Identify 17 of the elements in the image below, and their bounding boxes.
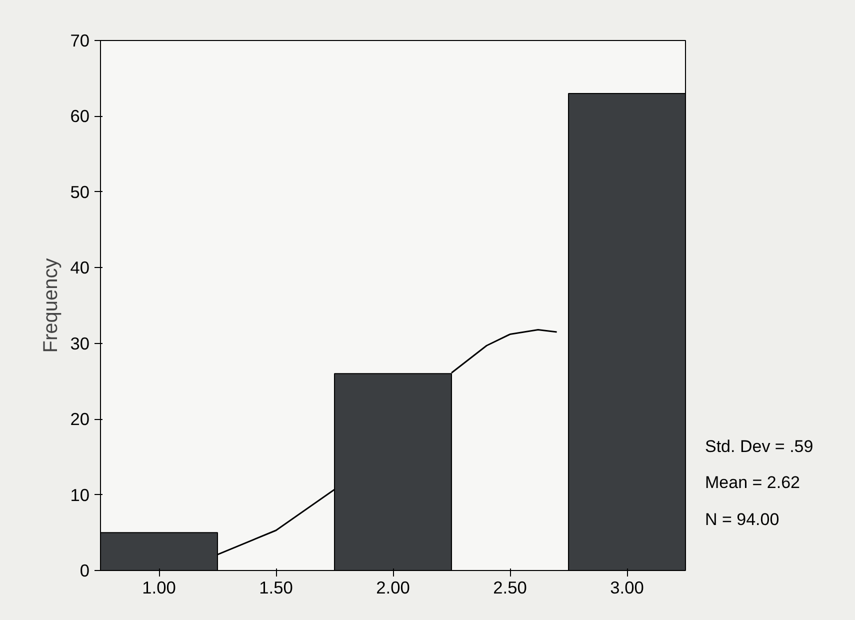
y-axis-title: Frequency (40, 258, 62, 353)
y-tick-label: 0 (80, 560, 90, 580)
y-tick-label: 30 (70, 333, 90, 354)
x-tick-label: 1.50 (259, 578, 293, 598)
y-tick-label: 50 (70, 182, 90, 202)
y-tick-label: 40 (70, 258, 90, 278)
y-tick-label: 70 (70, 30, 90, 50)
x-tick-label: 1.00 (142, 578, 176, 598)
y-tick-label: 10 (70, 484, 90, 505)
y-tick-label: 20 (70, 409, 90, 430)
x-tick-label: 2.00 (376, 578, 410, 598)
x-tick-label: 2.50 (493, 578, 527, 598)
text: Mean = 2.62 (705, 472, 801, 494)
text: Std. Dev = .59 (705, 436, 814, 458)
text: N = 94.00 (705, 508, 780, 531)
x-tick-label: 3.00 (610, 578, 644, 598)
y-tick-label: 60 (70, 106, 90, 126)
